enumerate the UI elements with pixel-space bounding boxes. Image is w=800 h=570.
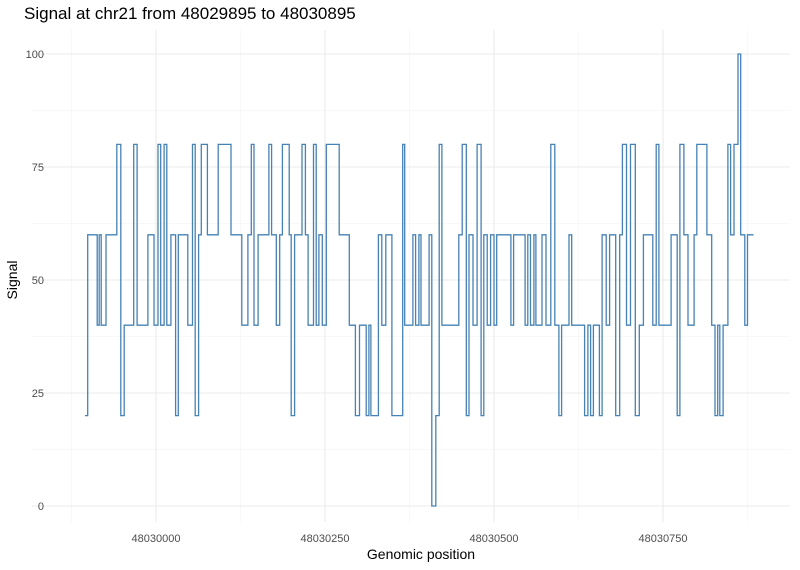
signal-line	[85, 53, 754, 507]
y-tick-label: 75	[32, 162, 44, 174]
y-tick-label: 100	[26, 49, 44, 61]
y-axis-title: Signal	[4, 261, 20, 300]
grid-major	[32, 30, 790, 522]
chart-title: Signal at chr21 from 48029895 to 4803089…	[24, 4, 356, 23]
x-axis-title: Genomic position	[367, 546, 475, 562]
x-axis-tick-labels: 48030000 48030250 48030500 48030750	[132, 533, 688, 545]
y-tick-label: 0	[38, 501, 44, 513]
y-tick-label: 50	[32, 275, 44, 287]
y-tick-label: 25	[32, 388, 44, 400]
y-axis-tick-labels: 0 25 50 75 100	[26, 49, 44, 513]
grid-minor	[32, 30, 790, 522]
x-tick-label: 48030750	[639, 533, 688, 545]
x-tick-label: 48030500	[470, 533, 519, 545]
x-tick-label: 48030000	[132, 533, 181, 545]
x-tick-label: 48030250	[301, 533, 350, 545]
